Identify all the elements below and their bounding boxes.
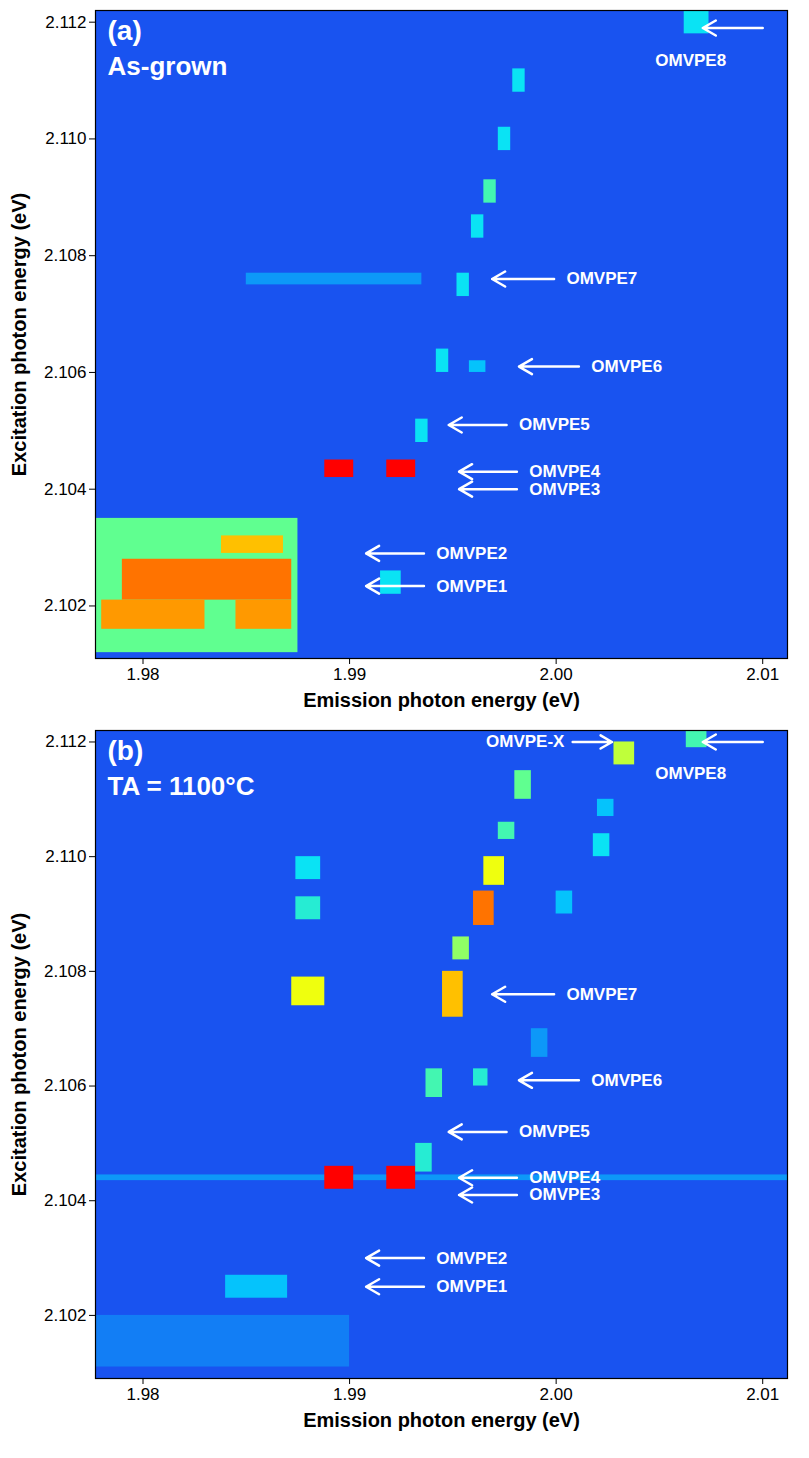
svg-text:As-grown: As-grown — [108, 51, 228, 81]
svg-text:OMVPE8: OMVPE8 — [655, 764, 726, 783]
svg-text:2.112: 2.112 — [45, 732, 86, 751]
svg-text:OMVPE8: OMVPE8 — [655, 51, 726, 70]
svg-text:(a): (a) — [108, 15, 142, 46]
svg-text:2.00: 2.00 — [540, 1385, 573, 1404]
svg-text:OMVPE6: OMVPE6 — [591, 357, 662, 376]
svg-text:OMVPE6: OMVPE6 — [591, 1071, 662, 1090]
svg-text:OMVPE4: OMVPE4 — [529, 1168, 600, 1187]
svg-text:OMVPE7: OMVPE7 — [566, 985, 637, 1004]
svg-text:1.99: 1.99 — [333, 665, 366, 684]
svg-text:1.98: 1.98 — [126, 1385, 159, 1404]
svg-text:OMVPE2: OMVPE2 — [436, 544, 507, 563]
svg-text:Emission photon energy (eV): Emission photon energy (eV) — [303, 1409, 580, 1431]
svg-text:2.00: 2.00 — [540, 665, 573, 684]
svg-text:OMVPE5: OMVPE5 — [519, 415, 590, 434]
svg-text:OMVPE3: OMVPE3 — [529, 1185, 600, 1204]
svg-text:Excitation photon energy (eV): Excitation photon energy (eV) — [8, 913, 30, 1196]
svg-text:2.108: 2.108 — [44, 962, 87, 981]
svg-text:(b): (b) — [108, 735, 144, 766]
svg-text:2.102: 2.102 — [44, 1306, 87, 1325]
svg-text:Excitation photon energy (eV): Excitation photon energy (eV) — [8, 193, 30, 476]
svg-text:2.104: 2.104 — [44, 480, 87, 499]
svg-text:1.98: 1.98 — [126, 665, 159, 684]
svg-text:OMVPE2: OMVPE2 — [436, 1249, 507, 1268]
svg-text:2.110: 2.110 — [45, 129, 86, 148]
svg-text:2.01: 2.01 — [746, 1385, 779, 1404]
svg-text:OMVPE1: OMVPE1 — [436, 1277, 507, 1296]
svg-text:1.99: 1.99 — [333, 1385, 366, 1404]
svg-text:OMVPE7: OMVPE7 — [566, 269, 637, 288]
svg-text:TA = 1100°C: TA = 1100°C — [108, 771, 255, 801]
svg-text:Emission photon energy (eV): Emission photon energy (eV) — [303, 689, 580, 711]
svg-text:2.110: 2.110 — [45, 847, 86, 866]
svg-text:OMVPE1: OMVPE1 — [436, 577, 507, 596]
svg-text:2.01: 2.01 — [746, 665, 779, 684]
svg-text:OMVPE-X: OMVPE-X — [486, 732, 565, 751]
svg-text:OMVPE3: OMVPE3 — [529, 480, 600, 499]
svg-text:2.106: 2.106 — [44, 1076, 87, 1095]
svg-text:2.112: 2.112 — [45, 13, 86, 32]
svg-text:2.106: 2.106 — [44, 363, 87, 382]
svg-text:2.108: 2.108 — [44, 246, 87, 265]
svg-text:2.102: 2.102 — [44, 596, 87, 615]
svg-text:2.104: 2.104 — [44, 1191, 87, 1210]
svg-text:OMVPE4: OMVPE4 — [529, 462, 600, 481]
svg-text:OMVPE5: OMVPE5 — [519, 1122, 590, 1141]
